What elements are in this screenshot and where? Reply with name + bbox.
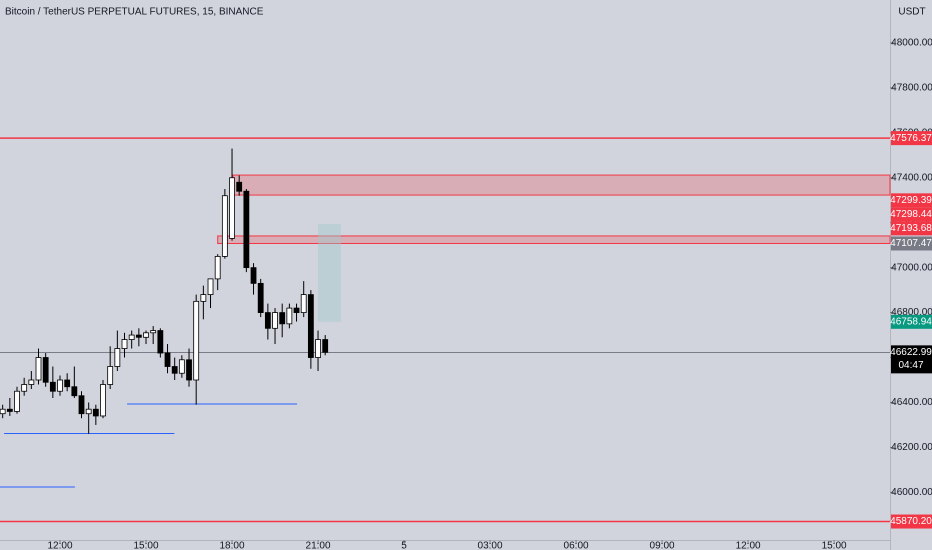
candle-body [42, 357, 49, 383]
candle-body [229, 177, 235, 239]
current-price-tag [891, 345, 932, 374]
candle-body [279, 312, 286, 325]
y-tick-label: 46000.00 [891, 487, 932, 498]
candle-body [257, 282, 264, 313]
candle-body [100, 384, 106, 417]
y-tick-label: 47400.00 [891, 172, 932, 183]
countdown-label: 04:47 [898, 360, 923, 371]
candle-body [171, 366, 178, 374]
axis-unit: USDT [898, 7, 925, 18]
price-tag-label: 47107.47 [890, 238, 932, 249]
price-tag-label: 46758.94 [890, 316, 932, 327]
price-tag [891, 221, 932, 236]
candle-body [207, 278, 214, 296]
x-tick-label: 21:00 [306, 541, 331, 550]
candle-body [14, 390, 20, 412]
chart-title: Bitcoin / TetherUS PERPETUAL FUTURES, 15… [5, 7, 264, 18]
candle-body [49, 381, 56, 392]
candle-body [214, 256, 221, 280]
candle-body [64, 379, 71, 388]
candle-body [236, 181, 243, 192]
candle-body [286, 307, 293, 325]
candle-body [178, 359, 185, 374]
candle-body [28, 379, 35, 385]
candle-body [135, 334, 142, 338]
candle-body [193, 300, 200, 381]
price-tag [891, 514, 932, 529]
x-tick-label: 03:00 [478, 541, 503, 550]
candle-body [300, 294, 307, 313]
y-tick-label: 46800.00 [891, 307, 932, 318]
y-tick-label: 46400.00 [891, 397, 932, 408]
candle-body [85, 408, 92, 415]
x-tick-label: 06:00 [564, 541, 589, 550]
supply-zone [232, 174, 891, 196]
price-tag-label: 45870.20 [890, 516, 932, 527]
candle-body [250, 267, 257, 284]
candle-body [186, 359, 192, 381]
candle-body [35, 357, 42, 381]
candle-body [0, 408, 6, 415]
candle-body [128, 334, 135, 340]
price-tag-label: 47298.44 [890, 209, 932, 220]
x-tick-label: 18:00 [220, 541, 245, 550]
candle-body [21, 384, 28, 392]
price-tag [891, 314, 932, 329]
candle-body [307, 294, 314, 358]
candle-body [264, 312, 271, 329]
price-tag-label: 47193.68 [890, 223, 932, 234]
price-tag-label: 47576.37 [890, 133, 932, 144]
candle-body [121, 339, 128, 349]
y-tick-label: 48000.00 [891, 38, 932, 49]
x-tick-label: 12:00 [736, 541, 761, 550]
candle-body [143, 332, 149, 338]
candle-body [71, 386, 78, 397]
candle-body [114, 348, 121, 367]
x-tick-label: 12:00 [47, 541, 72, 550]
y-tick-label: 46200.00 [891, 442, 932, 453]
price-tag [891, 131, 932, 146]
x-tick-label: 15:00 [134, 541, 159, 550]
y-tick-label: 47000.00 [891, 262, 932, 273]
price-tag-label: 47299.39 [890, 195, 932, 206]
x-tick-label: 09:00 [650, 541, 675, 550]
candle-body [150, 330, 157, 334]
candle-body [315, 339, 321, 358]
candle-body [92, 408, 99, 417]
position-box [318, 224, 341, 322]
candle-body [243, 190, 250, 269]
candle-body [272, 312, 278, 329]
candle-body [78, 395, 85, 415]
y-tick-label: 47800.00 [891, 83, 932, 94]
candle-body [157, 330, 164, 354]
candle-body [322, 339, 329, 353]
x-tick-label: 5 [401, 541, 407, 550]
price-tag [891, 193, 932, 208]
supply-zone [217, 235, 891, 244]
candle-body [6, 408, 13, 412]
candle-body [107, 366, 114, 385]
current-price-label: 46622.99 [890, 347, 932, 358]
price-tag [891, 207, 932, 222]
candle-body [164, 352, 171, 367]
candle-body [200, 294, 207, 302]
candle-body [221, 195, 228, 257]
candle-body [57, 379, 63, 392]
x-tick-label: 15:00 [822, 541, 847, 550]
price-tag [891, 236, 932, 251]
candle-body [293, 307, 300, 313]
